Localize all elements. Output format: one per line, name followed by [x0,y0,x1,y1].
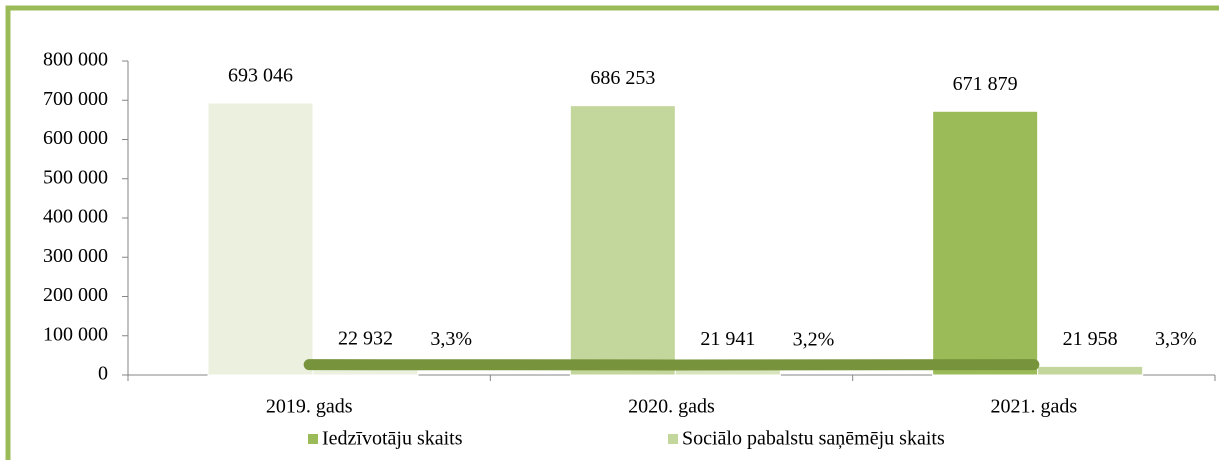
legend-label: Iedzīvotāju skaits [322,428,463,450]
y-tick-label: 400 000 [43,206,108,228]
y-tick-label: 100 000 [43,323,108,345]
data-label: 693 046 [228,65,293,87]
legend-label: Sociālo pabalstu saņēmēju skaits [682,428,945,450]
x-tick-label: 2021. gads [990,396,1077,418]
data-label: 21 941 [700,328,755,350]
y-tick-label: 800 000 [43,49,108,71]
frame [5,5,1219,460]
y-tick-label: 600 000 [43,127,108,149]
x-tick-label: 2019. gads [266,396,353,418]
data-label: 3,3% [430,328,472,350]
bar [207,102,314,376]
legend-swatch [668,434,678,444]
y-tick-label: 200 000 [43,284,108,306]
y-tick-label: 700 000 [43,88,108,110]
x-tick-label: 2020. gads [628,396,715,418]
data-label: 3,3% [1155,328,1197,350]
data-label: 21 958 [1063,328,1118,350]
y-tick-label: 500 000 [43,166,108,188]
data-label: 686 253 [590,67,655,89]
y-tick-label: 0 [98,363,108,385]
y-tick-label: 300 000 [43,245,108,267]
bar [932,110,1039,376]
data-label: 22 932 [338,328,393,350]
bar [569,105,676,376]
bar [1037,365,1144,376]
data-label: 671 879 [953,73,1018,95]
legend-swatch [308,434,318,444]
data-label: 3,2% [793,329,835,351]
